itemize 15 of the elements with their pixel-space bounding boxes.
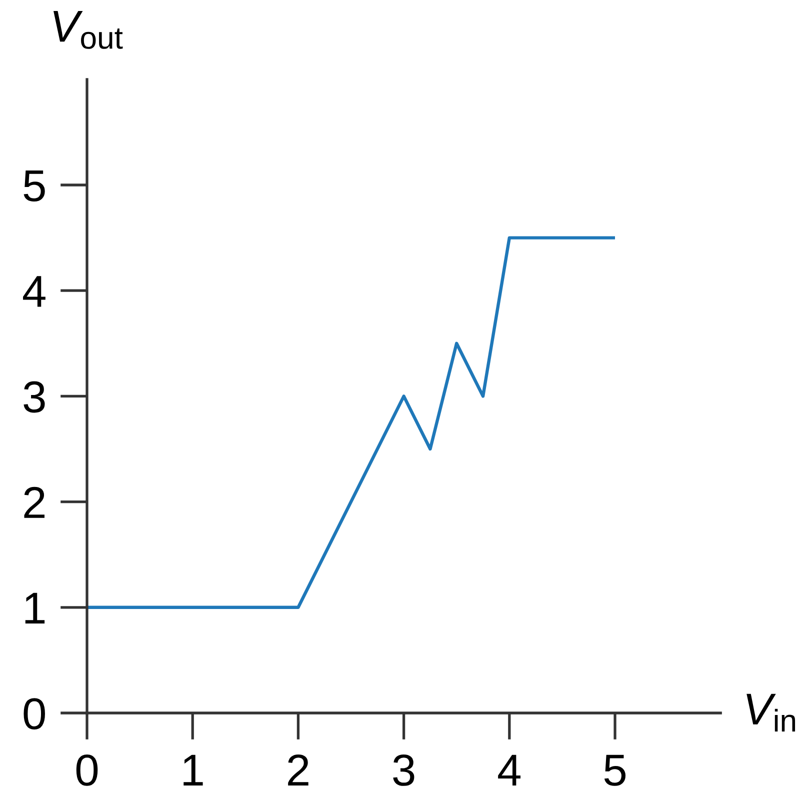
y-tick-label: 4 — [23, 276, 46, 307]
x-tick-label: 2 — [288, 754, 308, 786]
y-tick-label: 2 — [24, 486, 44, 518]
x-axis-title: V$_{in}$ — [746, 694, 796, 732]
x-tick-label: 1 — [184, 754, 203, 786]
x-tick-label: 3 — [393, 754, 414, 786]
y-tick-label: 1 — [25, 592, 45, 624]
x-tick-label: 4 — [498, 754, 520, 786]
line-series — [87, 236, 617, 609]
y-tick-label: 0 — [24, 698, 45, 730]
y-axis-title: V$_{out}$ — [54, 11, 123, 49]
x-tick-label: 0 — [76, 754, 98, 786]
y-tick-label: 3 — [24, 381, 45, 413]
y-tick-label: 5 — [24, 170, 45, 202]
x-tick-label: 5 — [604, 754, 626, 786]
